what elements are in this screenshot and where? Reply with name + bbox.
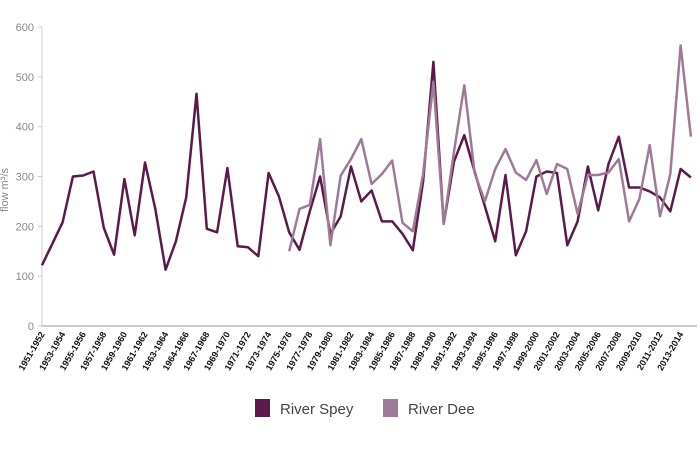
y-tick-label: 200 bbox=[16, 221, 34, 233]
y-tick-label: 100 bbox=[16, 271, 34, 283]
legend-label: River Dee bbox=[408, 401, 475, 418]
legend-swatch bbox=[255, 399, 270, 417]
y-tick-label: 300 bbox=[16, 172, 34, 184]
line bbox=[287, 44, 693, 252]
legend-swatch bbox=[383, 399, 398, 417]
y-tick-label: 500 bbox=[16, 72, 34, 84]
y-tick-label: 400 bbox=[16, 122, 34, 134]
y-axis-label: flow m³/s bbox=[0, 168, 11, 213]
y-tick-label: 0 bbox=[28, 321, 34, 333]
legend-label: River Spey bbox=[280, 401, 354, 418]
y-tick-label: 600 bbox=[16, 22, 34, 34]
